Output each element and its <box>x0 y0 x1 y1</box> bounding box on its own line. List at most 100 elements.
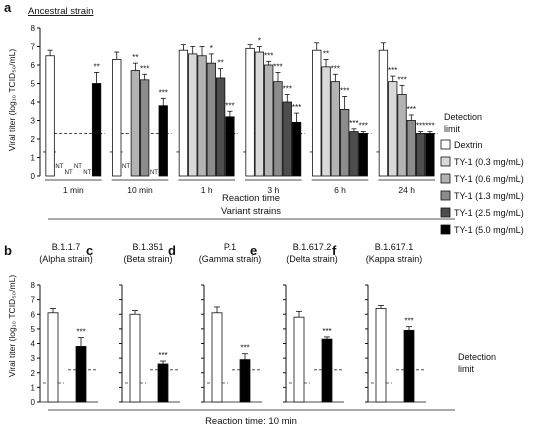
bar <box>291 121 302 177</box>
panel-a-category-label: 6 h <box>334 185 346 195</box>
panel-a-y-tick-label: 3 <box>31 117 36 126</box>
legend-swatch <box>440 207 451 218</box>
significance-label: *** <box>273 62 282 71</box>
significance-label: * <box>210 44 213 53</box>
significance-label: *** <box>416 122 425 131</box>
y-tick-label: 3 <box>31 354 36 363</box>
panel-a-category-label: 3 h <box>267 185 279 195</box>
bar <box>215 77 226 177</box>
bar <box>254 51 265 177</box>
panel-b-ylabel: Viral titer (log₁₀ TCID₅₀/mL) <box>7 275 17 377</box>
significance-label: *** <box>159 88 168 97</box>
y-tick-label: 2 <box>31 369 36 378</box>
panel-b-detection-label-1: Detection <box>458 352 496 362</box>
bar <box>330 81 341 177</box>
significance-label: *** <box>76 328 85 337</box>
bar <box>388 81 398 177</box>
panel-a-category-label: 10 min <box>127 185 153 195</box>
y-tick-label: 0 <box>31 398 36 407</box>
panel-e-letter: e <box>250 243 257 258</box>
panel-f-subtitle: (Kappa strain) <box>366 254 423 264</box>
bar <box>321 66 331 177</box>
panel-a-y-tick-label: 5 <box>31 80 36 89</box>
bar <box>425 133 435 177</box>
not-tested-label: NT <box>122 164 130 170</box>
bar <box>245 47 255 177</box>
significance-label: ** <box>217 59 223 68</box>
panel-e-subtitle: (Delta strain) <box>286 254 338 264</box>
y-tick-label: 4 <box>31 340 36 349</box>
bar <box>139 79 150 177</box>
not-tested-label: NT <box>83 170 91 176</box>
panel-a-y-tick-label: 6 <box>31 61 36 70</box>
significance-label: ** <box>323 49 329 58</box>
variant-strains-heading: Variant strains <box>221 206 281 217</box>
bar <box>293 316 305 403</box>
panel-a-category-label: 1 h <box>201 185 213 195</box>
panel-a-y-tick-label: 1 <box>31 154 36 163</box>
bar <box>378 49 389 177</box>
panel-a-y-tick-label: 7 <box>31 43 36 52</box>
bar <box>129 313 141 403</box>
bar <box>206 62 216 177</box>
panel-c-subtitle: (Beta strain) <box>123 254 172 264</box>
panel-b-letter: b <box>4 243 12 258</box>
bar <box>358 133 368 177</box>
bar <box>75 346 87 403</box>
legend-label: TY-1 (1.3 mg/mL) <box>454 191 524 201</box>
significance-label: *** <box>340 86 349 95</box>
significance-label: *** <box>404 317 413 326</box>
panel-e-title: B.1.617.2 <box>293 242 332 252</box>
bar <box>273 81 283 177</box>
bar <box>47 312 59 403</box>
significance-label: *** <box>359 122 368 131</box>
y-tick-label: 6 <box>31 310 36 319</box>
significance-label: ** <box>132 53 138 62</box>
bar <box>225 116 235 177</box>
legend-label: TY-1 (5.0 mg/mL) <box>454 225 524 235</box>
bar <box>415 133 426 177</box>
legend-swatch <box>440 190 451 201</box>
panel-f-title: B.1.617.1 <box>375 242 414 252</box>
not-tested-label: NT <box>65 170 73 176</box>
bar <box>45 55 55 177</box>
panel-a-letter: a <box>4 0 12 15</box>
panel-b-xlabel: Reaction time: 10 min <box>205 416 297 427</box>
significance-label: *** <box>397 75 406 84</box>
legend: Dextrin TY-1 (0.3 mg/mL) TY-1 (0.6 mg/mL) T… <box>440 139 524 235</box>
panel-c-title: B.1.351 <box>132 242 163 252</box>
not-tested-label: NT <box>150 170 158 176</box>
bar <box>282 101 292 177</box>
bar <box>91 83 102 177</box>
significance-label: *** <box>225 101 234 110</box>
bar <box>157 363 169 403</box>
legend-label: TY-1 (2.5 mg/mL) <box>454 208 524 218</box>
significance-label: *** <box>140 64 149 73</box>
legend-label: TY-1 (0.6 mg/mL) <box>454 174 524 184</box>
bar <box>339 109 350 177</box>
bar <box>312 49 322 177</box>
panel-a-category-label: 1 min <box>63 185 84 195</box>
bar <box>403 329 415 403</box>
panel-a-y-tick-label: 0 <box>31 172 36 181</box>
bar <box>349 131 359 177</box>
significance-label: *** <box>349 119 358 128</box>
panel-a-category-label: 24 h <box>398 185 415 195</box>
bar <box>188 53 198 177</box>
significance-label: ** <box>93 62 99 71</box>
bar <box>112 59 122 177</box>
y-tick-label: 8 <box>31 281 36 290</box>
panel-a-subtitle: Ancestral strain <box>28 6 93 17</box>
legend-swatch <box>440 156 451 167</box>
significance-label: *** <box>425 122 434 131</box>
significance-label: *** <box>264 51 273 60</box>
panel-a-detection-label-1: Detection <box>444 112 482 122</box>
bar <box>375 307 387 403</box>
bar <box>264 64 274 177</box>
legend-label: TY-1 (0.3 mg/mL) <box>454 157 524 167</box>
panel-c-letter: c <box>86 243 93 258</box>
panel-d-title: P.1 <box>224 242 236 252</box>
panel-a-xlabel: Reaction time <box>222 193 280 204</box>
bar <box>321 338 333 403</box>
panel-a-y-tick-label: 8 <box>31 24 36 33</box>
